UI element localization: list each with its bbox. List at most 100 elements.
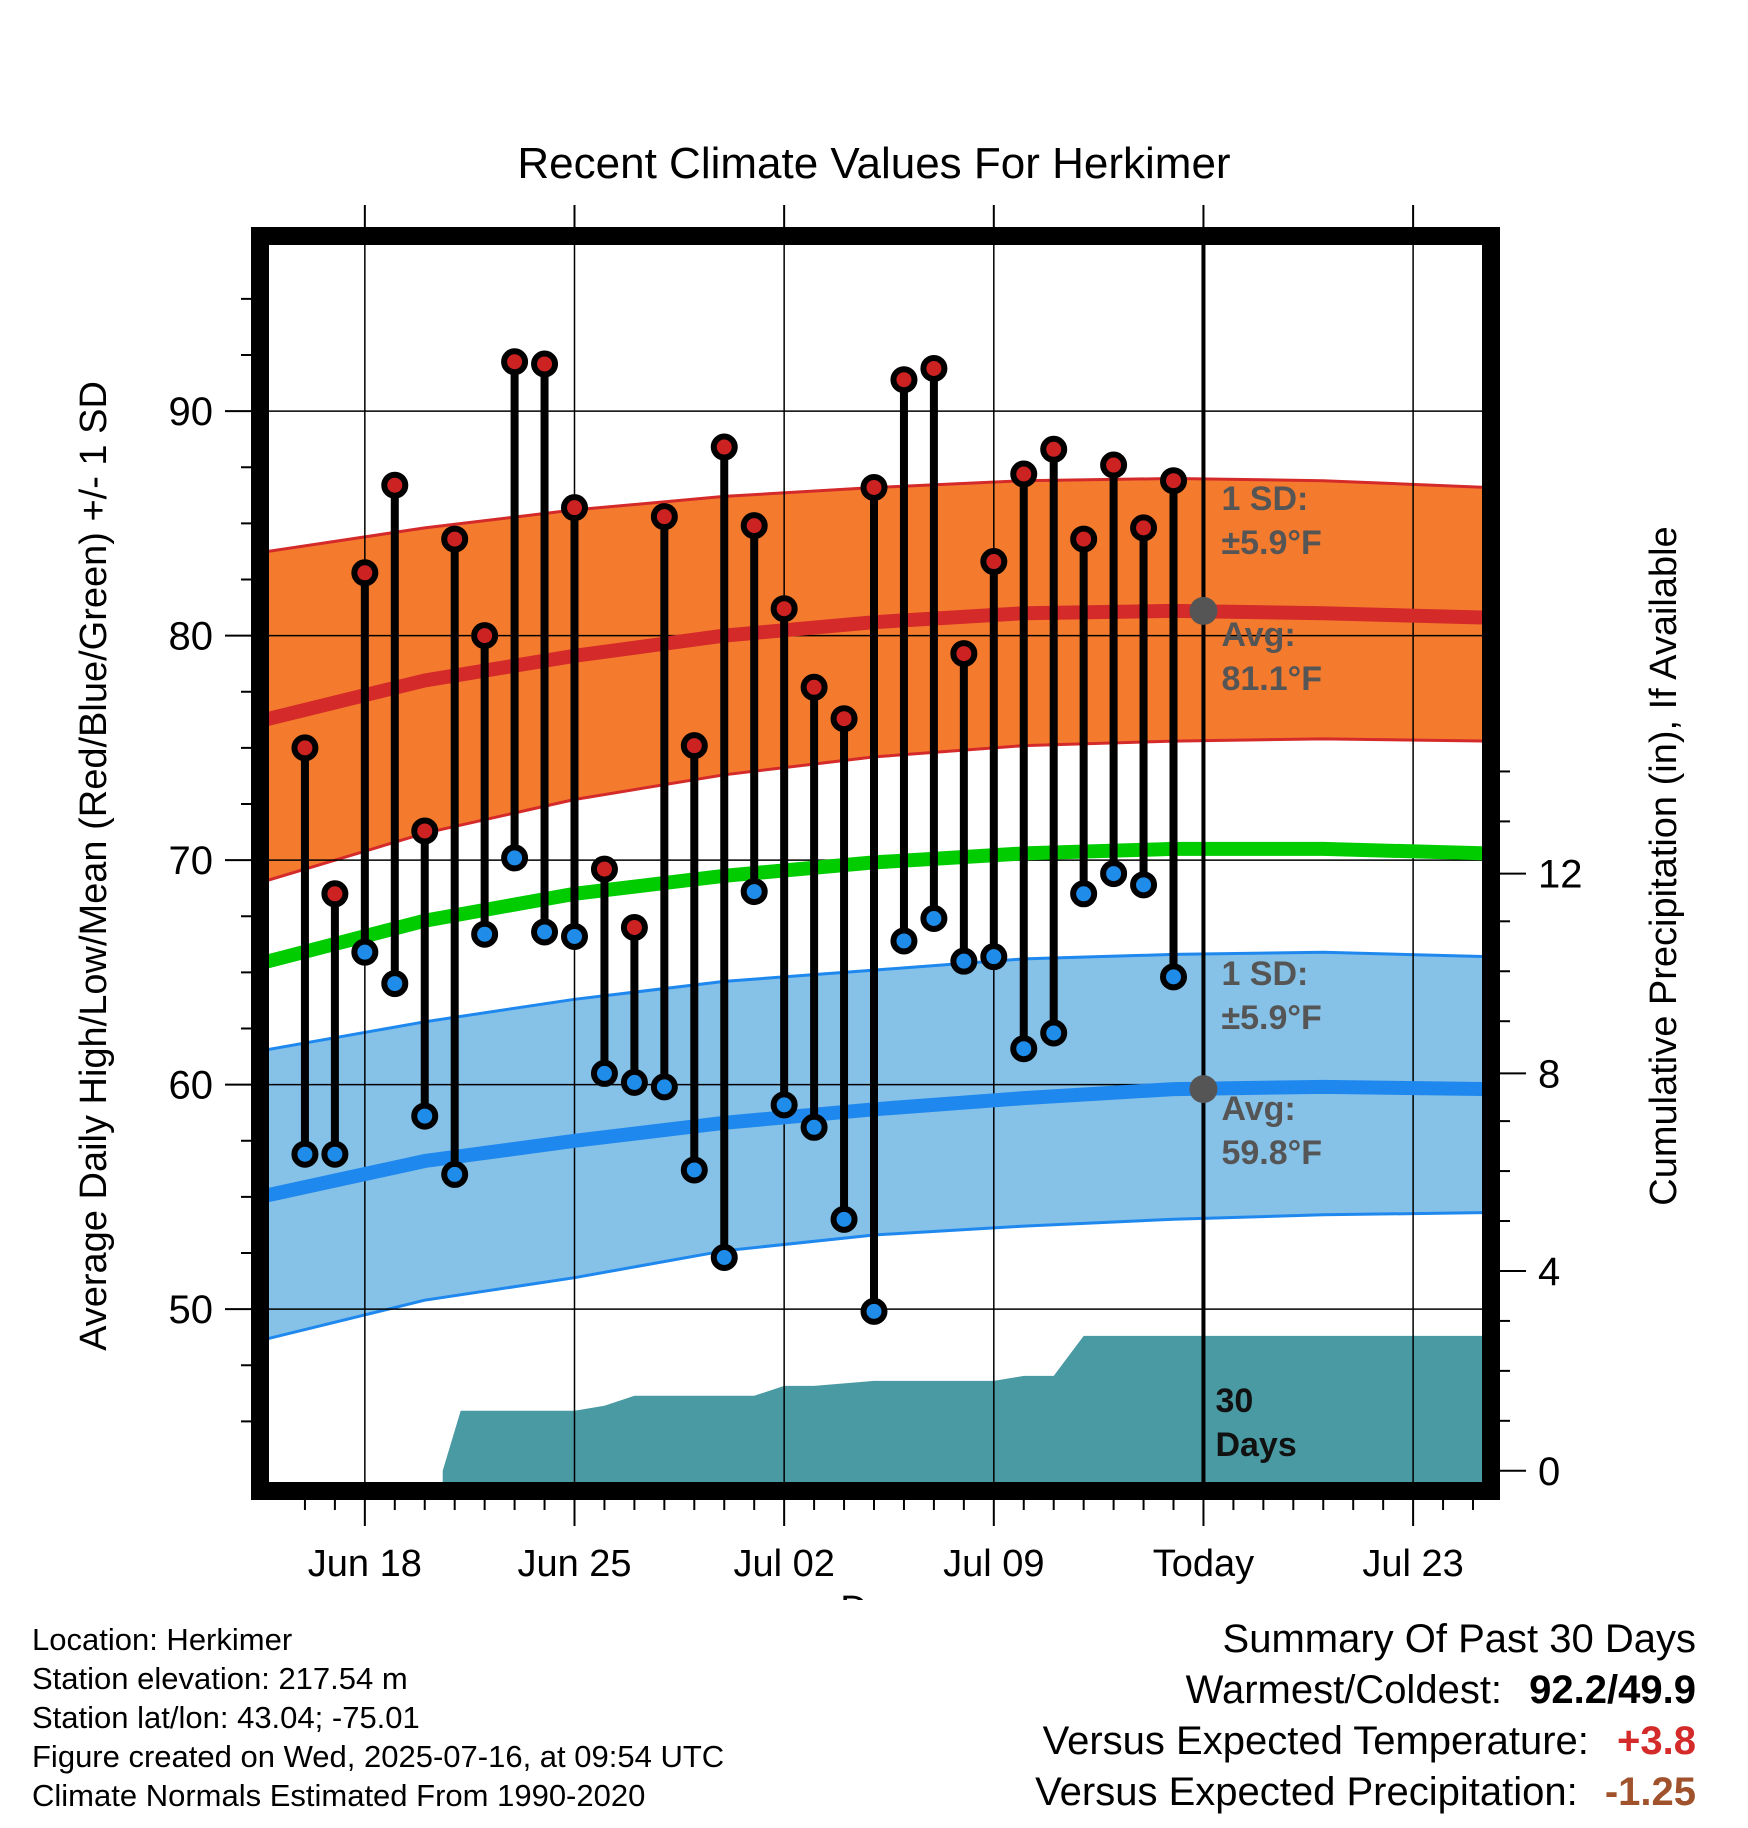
location-text: Location: Herkimer <box>32 1622 293 1657</box>
daily-low-point <box>351 938 379 966</box>
y-left-tick-label: 80 <box>169 615 214 659</box>
x-axis-label: Day <box>840 1589 908 1600</box>
daily-low-point <box>770 1091 798 1119</box>
daily-high-point <box>680 732 708 760</box>
summary-precip: Versus Expected Precipitation: -1.25 <box>1035 1767 1696 1818</box>
days-label-number: 30 <box>1215 1382 1253 1420</box>
daily-high-point <box>980 548 1008 576</box>
daily-low-point <box>1100 860 1128 888</box>
daily-high-point <box>501 348 529 376</box>
daily-high-point <box>1160 467 1188 495</box>
daily-high-point <box>351 559 379 587</box>
y-left-tick-label: 60 <box>169 1064 214 1108</box>
daily-high-point <box>1010 460 1038 488</box>
daily-low-point <box>1070 880 1098 908</box>
daily-low-point <box>680 1156 708 1184</box>
elevation-text: Station elevation: 217.54 m <box>32 1661 408 1696</box>
daily-high-point <box>890 366 918 394</box>
daily-low-point <box>1040 1019 1068 1047</box>
daily-high-point <box>441 525 469 553</box>
daily-high-point <box>291 734 319 762</box>
daily-high-point <box>800 673 828 701</box>
low-sd-label: 1 SD: <box>1221 955 1308 993</box>
daily-high-point <box>620 913 648 941</box>
daily-low-point <box>890 927 918 955</box>
y-right-tick-label: 12 <box>1538 853 1583 897</box>
days-label-text: Days <box>1215 1426 1296 1464</box>
today-high-avg-marker <box>1189 596 1218 625</box>
daily-low-point <box>560 922 588 950</box>
daily-high-point <box>950 640 978 668</box>
daily-high-point <box>1100 451 1128 479</box>
x-tick-label: Jul 09 <box>943 1543 1044 1585</box>
y-left-tick-label: 70 <box>169 839 214 883</box>
x-tick-label: Jun 18 <box>308 1543 422 1585</box>
daily-high-point <box>860 473 888 501</box>
daily-high-point <box>830 705 858 733</box>
high-sd-value: ±5.9°F <box>1221 524 1321 562</box>
plot-area <box>269 245 1482 1482</box>
daily-low-point <box>1160 963 1188 991</box>
high-sd-label: 1 SD: <box>1221 480 1308 518</box>
summary-warm-cold: Warmest/Coldest: 92.2/49.9 <box>1035 1665 1696 1716</box>
precip-area <box>442 1335 1482 1482</box>
daily-low-point <box>381 970 409 998</box>
daily-high-point <box>531 350 559 378</box>
y-left-tick-label: 50 <box>169 1288 214 1332</box>
daily-high-point <box>1070 525 1098 553</box>
summary-panel: Summary Of Past 30 Days Warmest/Coldest:… <box>1035 1614 1696 1818</box>
daily-high-point <box>650 503 678 531</box>
y-right-label: Cumulative Precipitation (in), If Availa… <box>1643 526 1685 1205</box>
x-tick-label: Jun 25 <box>517 1543 631 1585</box>
daily-high-point <box>710 433 738 461</box>
daily-low-point <box>860 1297 888 1325</box>
daily-low-point <box>740 878 768 906</box>
daily-low-point <box>1010 1035 1038 1063</box>
daily-low-point <box>650 1073 678 1101</box>
daily-high-point <box>381 471 409 499</box>
created-text: Figure created on Wed, 2025-07-16, at 09… <box>32 1739 725 1774</box>
x-tick-label: Jul 02 <box>733 1543 834 1585</box>
daily-high-point <box>920 354 948 382</box>
daily-high-point <box>560 494 588 522</box>
daily-low-point <box>950 947 978 975</box>
daily-low-point <box>291 1140 319 1168</box>
precip-label: Versus Expected Precipitation: <box>1035 1770 1578 1814</box>
y-right-tick-label: 8 <box>1538 1052 1560 1096</box>
daily-low-point <box>800 1113 828 1141</box>
daily-low-point <box>441 1160 469 1188</box>
low-avg-label: Avg: <box>1221 1090 1295 1128</box>
daily-high-point <box>740 512 768 540</box>
station-info: Location: Herkimer Station elevation: 21… <box>32 1620 724 1815</box>
daily-low-point <box>501 844 529 872</box>
daily-low-point <box>920 905 948 933</box>
daily-high-point <box>411 817 439 845</box>
daily-high-point <box>471 622 499 650</box>
daily-high-point <box>1130 514 1158 542</box>
x-tick-label: Jul 23 <box>1362 1543 1463 1585</box>
y-right-tick-label: 4 <box>1538 1250 1560 1294</box>
summary-title: Summary Of Past 30 Days <box>1222 1617 1696 1661</box>
climate-chart: Recent Climate Values For Herkimer 1 SD:… <box>73 139 1685 1600</box>
daily-high-point <box>321 880 349 908</box>
high-avg-value: 81.1°F <box>1221 660 1322 698</box>
normals-text: Climate Normals Estimated From 1990-2020 <box>32 1778 646 1813</box>
y-left-label: Average Daily High/Low/Mean (Red/Blue/Gr… <box>73 381 115 1351</box>
daily-low-point <box>411 1102 439 1130</box>
daily-high-point <box>770 595 798 623</box>
daily-low-point <box>830 1205 858 1233</box>
daily-low-point <box>980 943 1008 971</box>
daily-low-point <box>531 918 559 946</box>
latlon-text: Station lat/lon: 43.04; -75.01 <box>32 1700 420 1735</box>
chart-title: Recent Climate Values For Herkimer <box>517 139 1230 188</box>
daily-low-point <box>710 1243 738 1271</box>
daily-low-point <box>1130 871 1158 899</box>
daily-high-point <box>1040 435 1068 463</box>
y-left-tick-label: 90 <box>169 390 214 434</box>
high-avg-label: Avg: <box>1221 616 1295 654</box>
daily-low-point <box>471 920 499 948</box>
summary-temp: Versus Expected Temperature: +3.8 <box>1035 1716 1696 1767</box>
plot-frame <box>251 227 1500 1500</box>
warm-cold-label: Warmest/Coldest: <box>1185 1668 1503 1712</box>
daily-high-point <box>590 855 618 883</box>
